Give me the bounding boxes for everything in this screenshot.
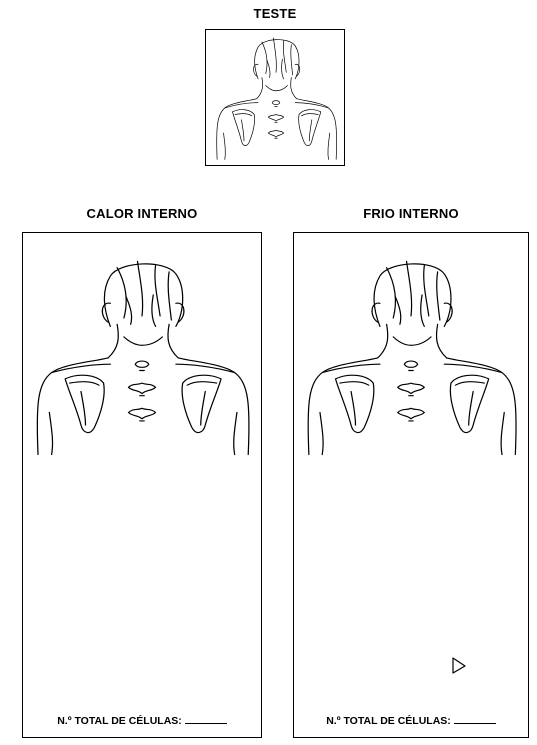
test-panel — [205, 29, 345, 166]
hot-cell-count-blank[interactable] — [184, 714, 227, 724]
cold-section-title: FRIO INTERNO — [363, 206, 459, 221]
cold-cell-count: N.º TOTAL DE CÉLULAS: — [294, 714, 528, 727]
cold-cell-count-blank[interactable] — [453, 714, 496, 724]
pointer-cursor-icon — [452, 657, 466, 674]
hot-cell-count: N.º TOTAL DE CÉLULAS: — [23, 714, 261, 727]
cold-panel[interactable]: N.º TOTAL DE CÉLULAS: — [293, 232, 529, 738]
test-title: TESTE — [253, 6, 297, 21]
hot-panel[interactable]: N.º TOTAL DE CÉLULAS: — [22, 232, 262, 738]
upper-back-figure — [300, 255, 522, 465]
upper-back-figure — [29, 255, 255, 465]
cold-cell-count-label: N.º TOTAL DE CÉLULAS: — [326, 715, 451, 727]
hot-section-title: CALOR INTERNO — [86, 206, 198, 221]
hot-cell-count-label: N.º TOTAL DE CÉLULAS: — [57, 715, 182, 727]
upper-back-figure — [212, 34, 340, 166]
